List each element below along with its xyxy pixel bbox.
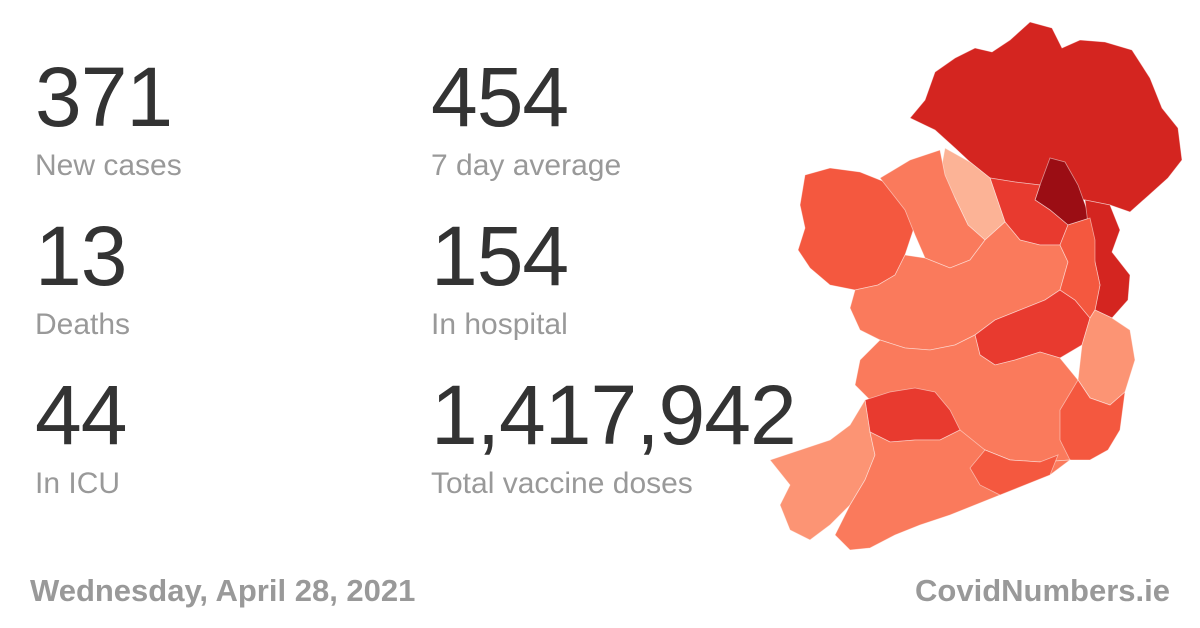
7-day-average-value: 454 (431, 50, 569, 144)
new-cases-label: New cases (35, 149, 182, 182)
in-hospital-value: 154 (431, 209, 569, 303)
ireland-county-map-icon (769, 21, 1183, 551)
stat-in-icu: 44 In ICU (35, 368, 127, 500)
stat-total-vaccine-doses: 1,417,942 Total vaccine doses (431, 368, 797, 500)
map-region-south-lower (969, 449, 1059, 496)
in-icu-label: In ICU (35, 467, 121, 500)
map-region-southeast (1059, 379, 1126, 461)
total-vaccine-doses-label: Total vaccine doses (431, 467, 693, 500)
date-label: Wednesday, April 28, 2021 (30, 573, 416, 608)
7-day-average-label: 7 day average (431, 149, 622, 182)
stat-new-cases: 371 New cases (35, 55, 182, 181)
deaths-label: Deaths (35, 308, 131, 341)
stat-deaths: 13 Deaths (35, 214, 130, 340)
in-icu-value: 44 (35, 368, 127, 462)
in-hospital-label: In hospital (431, 308, 568, 341)
map-region-east (1059, 217, 1101, 319)
stat-7-day-average: 454 7 day average (431, 55, 621, 181)
new-cases-value: 371 (35, 50, 173, 144)
deaths-value: 13 (35, 209, 127, 303)
stat-in-hospital: 154 In hospital (431, 209, 569, 341)
total-vaccine-doses-value: 1,417,942 (431, 368, 797, 462)
site-name: CovidNumbers.ie (915, 573, 1170, 608)
